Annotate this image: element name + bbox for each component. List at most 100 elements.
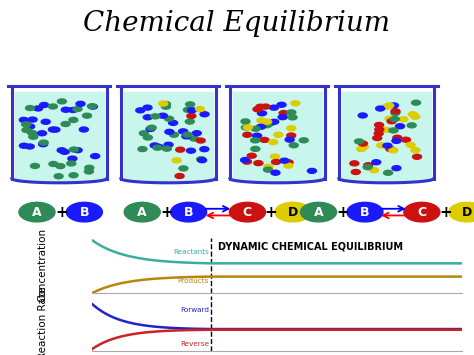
- Ellipse shape: [182, 134, 191, 139]
- Ellipse shape: [364, 163, 373, 168]
- Ellipse shape: [159, 101, 168, 106]
- Circle shape: [347, 202, 383, 222]
- Ellipse shape: [391, 110, 400, 115]
- Ellipse shape: [257, 118, 266, 123]
- Ellipse shape: [69, 173, 78, 178]
- Ellipse shape: [251, 126, 260, 131]
- Ellipse shape: [192, 131, 201, 136]
- Ellipse shape: [183, 132, 192, 137]
- Ellipse shape: [19, 143, 28, 148]
- Text: Concentration: Concentration: [37, 228, 48, 301]
- Text: Reaction Rate: Reaction Rate: [37, 287, 48, 355]
- Ellipse shape: [287, 133, 296, 138]
- Text: B: B: [80, 206, 89, 219]
- Ellipse shape: [357, 147, 366, 152]
- Ellipse shape: [389, 148, 398, 153]
- Circle shape: [301, 202, 337, 222]
- Ellipse shape: [407, 123, 416, 128]
- Text: C: C: [243, 206, 252, 219]
- Text: A: A: [137, 206, 147, 219]
- Ellipse shape: [143, 105, 152, 110]
- Ellipse shape: [29, 134, 38, 139]
- Ellipse shape: [186, 102, 195, 107]
- Ellipse shape: [87, 104, 96, 109]
- Text: +: +: [55, 204, 68, 220]
- Ellipse shape: [187, 114, 196, 119]
- Ellipse shape: [39, 140, 48, 145]
- Text: A: A: [32, 206, 42, 219]
- Ellipse shape: [373, 136, 382, 141]
- Ellipse shape: [284, 160, 293, 165]
- Ellipse shape: [390, 116, 399, 121]
- Ellipse shape: [200, 147, 209, 152]
- Ellipse shape: [408, 112, 417, 117]
- Ellipse shape: [69, 118, 78, 122]
- Ellipse shape: [82, 113, 91, 118]
- Ellipse shape: [243, 159, 252, 164]
- Ellipse shape: [241, 158, 250, 163]
- Text: DYNAMIC CHEMICAL EQUILIBRIUM: DYNAMIC CHEMICAL EQUILIBRIUM: [218, 241, 403, 252]
- Ellipse shape: [411, 100, 420, 105]
- Ellipse shape: [266, 121, 275, 126]
- Ellipse shape: [57, 99, 66, 104]
- Ellipse shape: [399, 117, 408, 122]
- Ellipse shape: [289, 143, 298, 148]
- Ellipse shape: [61, 121, 70, 126]
- Ellipse shape: [287, 110, 296, 115]
- Ellipse shape: [247, 153, 256, 158]
- Polygon shape: [124, 92, 213, 181]
- Ellipse shape: [196, 106, 205, 111]
- Ellipse shape: [40, 103, 49, 108]
- Ellipse shape: [363, 165, 372, 170]
- Ellipse shape: [369, 168, 378, 173]
- Ellipse shape: [163, 146, 172, 151]
- Ellipse shape: [241, 125, 250, 130]
- Ellipse shape: [37, 131, 46, 136]
- Ellipse shape: [143, 115, 152, 120]
- Ellipse shape: [412, 154, 421, 159]
- Ellipse shape: [67, 161, 76, 166]
- Ellipse shape: [169, 120, 178, 125]
- Text: +: +: [161, 204, 173, 220]
- Ellipse shape: [165, 129, 174, 134]
- Ellipse shape: [197, 157, 206, 162]
- Text: Forward: Forward: [180, 306, 209, 312]
- Ellipse shape: [382, 104, 391, 109]
- Ellipse shape: [146, 126, 155, 131]
- Polygon shape: [15, 92, 104, 181]
- Ellipse shape: [84, 169, 93, 174]
- Ellipse shape: [251, 138, 260, 143]
- Ellipse shape: [68, 108, 77, 113]
- Circle shape: [171, 202, 207, 222]
- Ellipse shape: [48, 104, 57, 109]
- Ellipse shape: [73, 148, 82, 153]
- Ellipse shape: [406, 142, 415, 147]
- Ellipse shape: [256, 104, 265, 109]
- Ellipse shape: [188, 108, 197, 113]
- Ellipse shape: [243, 132, 252, 137]
- Ellipse shape: [359, 144, 368, 149]
- Text: Chemical Equilibrium: Chemical Equilibrium: [83, 10, 391, 38]
- Ellipse shape: [200, 112, 209, 117]
- Ellipse shape: [284, 163, 293, 168]
- Ellipse shape: [355, 139, 364, 144]
- Ellipse shape: [411, 148, 420, 153]
- Ellipse shape: [51, 127, 60, 132]
- Ellipse shape: [375, 127, 384, 132]
- Ellipse shape: [175, 174, 184, 179]
- Ellipse shape: [372, 160, 381, 165]
- Circle shape: [229, 202, 265, 222]
- Ellipse shape: [411, 114, 420, 119]
- Ellipse shape: [76, 101, 85, 106]
- Ellipse shape: [279, 110, 288, 115]
- Ellipse shape: [271, 170, 280, 175]
- Ellipse shape: [27, 130, 36, 135]
- Ellipse shape: [401, 137, 410, 142]
- Polygon shape: [233, 92, 322, 181]
- Ellipse shape: [241, 119, 250, 124]
- Ellipse shape: [26, 105, 35, 110]
- Ellipse shape: [377, 143, 386, 148]
- Ellipse shape: [263, 119, 272, 124]
- Text: +: +: [337, 204, 349, 220]
- Ellipse shape: [185, 119, 194, 124]
